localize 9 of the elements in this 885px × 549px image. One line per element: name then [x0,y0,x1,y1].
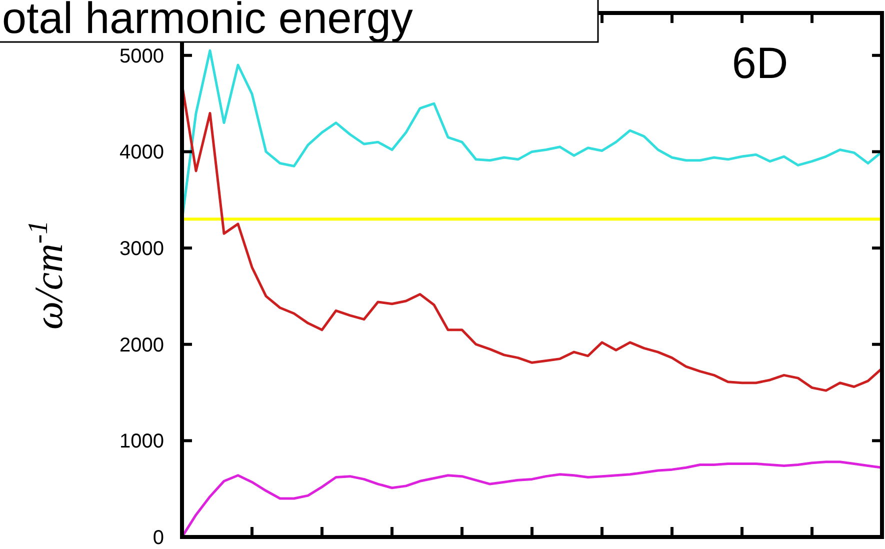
y-tick-label: 2000 [120,334,164,356]
annotation: 6D [732,39,788,88]
y-tick-label: 0 [152,527,164,549]
y-tick-label: 4000 [120,142,164,164]
chart-title: otal harmonic energy [2,0,413,43]
y-tick-label: 3000 [120,238,164,260]
y-tick-label: 1000 [120,430,164,453]
line-series [182,460,882,537]
y-tick-label: 5000 [120,45,164,68]
